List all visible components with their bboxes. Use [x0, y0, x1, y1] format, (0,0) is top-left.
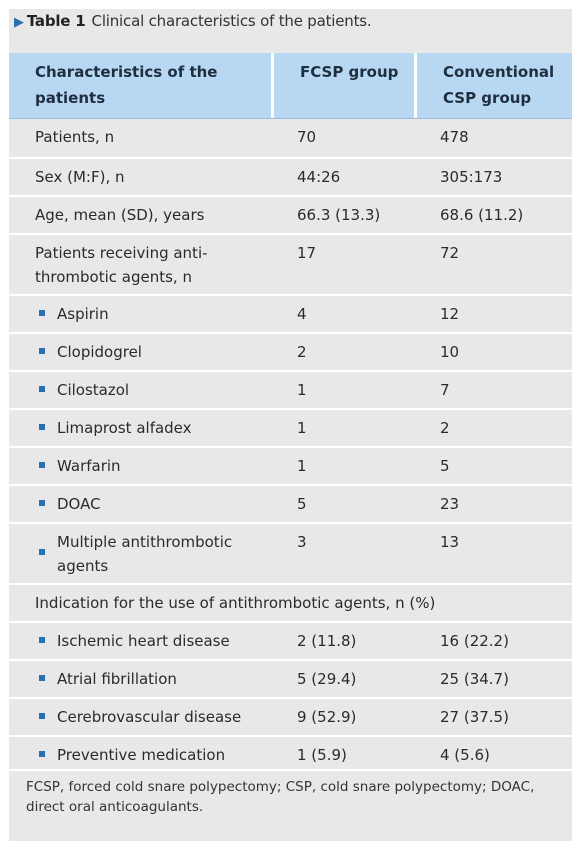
- row-label: Sex (M:F), n: [35, 168, 125, 186]
- fcsp-value: 17: [297, 244, 317, 262]
- csp-value: 23: [440, 495, 460, 513]
- column-header-fcsp: FCSP group: [271, 53, 414, 118]
- row-label: Limaprost alfadex: [9, 410, 271, 446]
- csp-value: 13: [440, 533, 460, 551]
- fcsp-value: 9 (52.9): [297, 708, 357, 726]
- table-row: Sex (M:F), n 44:26 305:173: [9, 157, 572, 195]
- csp-value: 25 (34.7): [440, 670, 509, 688]
- csp-value: 305:173: [440, 168, 503, 186]
- table-row: Ischemic heart disease 2 (11.8) 16 (22.2…: [9, 621, 572, 659]
- row-label: Cilostazol: [9, 372, 271, 408]
- csp-value: 68.6 (11.2): [440, 206, 524, 224]
- table-row: Warfarin 1 5: [9, 446, 572, 484]
- square-bullet-icon: [39, 548, 45, 555]
- row-label: Clopidogrel: [9, 334, 271, 370]
- table-row: Age, mean (SD), years 66.3 (13.3) 68.6 (…: [9, 195, 572, 233]
- fcsp-value: 44:26: [297, 168, 341, 186]
- square-bullet-icon: [39, 636, 45, 643]
- fcsp-value: 1: [297, 419, 307, 437]
- fcsp-value: 1: [297, 457, 307, 475]
- table-row: DOAC 5 23: [9, 484, 572, 522]
- row-label: Aspirin: [9, 296, 271, 332]
- square-bullet-icon: [39, 309, 45, 316]
- fcsp-value: 1: [297, 381, 307, 399]
- table-row: Cilostazol 1 7: [9, 370, 572, 408]
- fcsp-value: 5 (29.4): [297, 670, 357, 688]
- section-label: Indication for the use of antithrombotic…: [35, 594, 436, 612]
- characteristics-table: Characteristics of the patients FCSP gro…: [9, 53, 572, 773]
- caption-label: Table 1: [26, 12, 86, 30]
- fcsp-value: 1 (5.9): [297, 746, 347, 764]
- row-label: Warfarin: [9, 448, 271, 484]
- csp-value: 12: [440, 305, 460, 323]
- csp-value: 2: [440, 419, 450, 437]
- table-row: Preventive medication 1 (5.9) 4 (5.6): [9, 735, 572, 773]
- csp-value: 16 (22.2): [440, 632, 509, 650]
- square-bullet-icon: [39, 674, 45, 681]
- square-bullet-icon: [39, 423, 45, 430]
- table-header-row: Characteristics of the patients FCSP gro…: [9, 53, 572, 119]
- table-caption: ▶ Table 1 Clinical characteristics of the …: [14, 12, 372, 30]
- csp-value: 27 (37.5): [440, 708, 509, 726]
- row-label: Multiple antithrombotic agents: [9, 524, 271, 583]
- footnote-divider: [9, 769, 572, 771]
- fcsp-value: 3: [297, 533, 307, 551]
- table-row: Patients receiving anti-thrombotic agent…: [9, 233, 572, 294]
- fcsp-value: 4: [297, 305, 307, 323]
- fcsp-value: 2: [297, 343, 307, 361]
- table-section-row: Indication for the use of antithrombotic…: [9, 583, 572, 621]
- row-label: Atrial fibrillation: [9, 661, 271, 697]
- table-row: Multiple antithrombotic agents 3 13: [9, 522, 572, 583]
- csp-value: 72: [440, 244, 460, 262]
- fcsp-value: 70: [297, 128, 317, 146]
- square-bullet-icon: [39, 461, 45, 468]
- table-row: Cerebrovascular disease 9 (52.9) 27 (37.…: [9, 697, 572, 735]
- fcsp-value: 5: [297, 495, 307, 513]
- csp-value: 478: [440, 128, 469, 146]
- row-label: Preventive medication: [9, 737, 271, 773]
- table-footnote: FCSP, forced cold snare polypectomy; CSP…: [26, 779, 535, 815]
- square-bullet-icon: [39, 712, 45, 719]
- column-header-characteristics: Characteristics of the patients: [35, 63, 218, 107]
- caption-text: Clinical characteristics of the patients…: [91, 12, 372, 30]
- row-label: Cerebrovascular disease: [9, 699, 271, 735]
- csp-value: 5: [440, 457, 450, 475]
- square-bullet-icon: [39, 347, 45, 354]
- table-row: Limaprost alfadex 1 2: [9, 408, 572, 446]
- csp-value: 4 (5.6): [440, 746, 490, 764]
- square-bullet-icon: [39, 385, 45, 392]
- table-row: Atrial fibrillation 5 (29.4) 25 (34.7): [9, 659, 572, 697]
- square-bullet-icon: [39, 499, 45, 506]
- table-row: Aspirin 4 12: [9, 294, 572, 332]
- csp-value: 7: [440, 381, 450, 399]
- fcsp-value: 2 (11.8): [297, 632, 357, 650]
- triangle-right-icon: ▶: [14, 15, 24, 30]
- square-bullet-icon: [39, 750, 45, 757]
- csp-value: 10: [440, 343, 460, 361]
- row-label: Patients, n: [35, 128, 115, 146]
- column-header-csp: Conventional CSP group: [414, 53, 572, 118]
- row-label: DOAC: [9, 486, 271, 522]
- fcsp-value: 66.3 (13.3): [297, 206, 381, 224]
- row-label: Ischemic heart disease: [9, 623, 271, 659]
- row-label: Age, mean (SD), years: [35, 206, 205, 224]
- table-row: Patients, n 70 478: [9, 119, 572, 157]
- table-row: Clopidogrel 2 10: [9, 332, 572, 370]
- row-label: Patients receiving anti-thrombotic agent…: [35, 244, 208, 286]
